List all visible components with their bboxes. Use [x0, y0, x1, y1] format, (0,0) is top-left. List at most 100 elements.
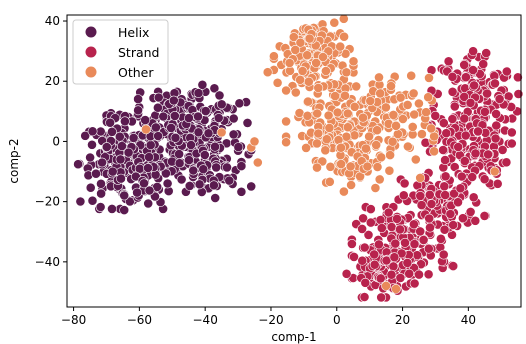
point-helix: [208, 180, 219, 191]
point-other: [349, 130, 360, 141]
point-strand: [457, 213, 468, 224]
point-strand: [390, 238, 401, 249]
point-other: [376, 152, 387, 163]
point-strand: [414, 269, 424, 280]
point-other: [397, 114, 408, 124]
point-helix: [160, 168, 171, 179]
point-other: [338, 13, 349, 24]
point-strand: [395, 224, 405, 235]
y-tick-label: −40: [35, 255, 60, 269]
point-helix: [117, 141, 127, 151]
point-helix: [200, 106, 211, 116]
point-other: [361, 143, 371, 154]
point-helix: [128, 132, 139, 143]
point-other: [336, 142, 346, 153]
point-strand: [481, 48, 492, 58]
point-other: [349, 101, 360, 112]
point-helix: [139, 178, 149, 189]
point-helix: [144, 185, 155, 196]
point-other: [364, 131, 374, 142]
point-helix: [216, 99, 227, 110]
point-other: [386, 81, 396, 91]
y-tick-label: 40: [45, 14, 60, 28]
point-strand: [435, 233, 446, 244]
point-strand: [440, 171, 451, 182]
point-helix: [211, 162, 222, 173]
point-helix: [188, 165, 199, 176]
point-strand: [513, 89, 524, 99]
point-strand: [357, 223, 367, 234]
point-other: [281, 85, 291, 96]
point-helix: [242, 118, 253, 128]
point-other: [362, 161, 373, 172]
point-other: [281, 116, 291, 127]
point-strand: [506, 138, 517, 149]
point-strand: [439, 224, 450, 235]
point-strand: [479, 210, 490, 221]
point-strand: [400, 237, 410, 248]
point-strand: [460, 130, 471, 141]
point-helix: [105, 117, 115, 128]
x-tick-label: 20: [395, 313, 410, 327]
point-other: [346, 180, 356, 190]
point-helix: [107, 203, 117, 214]
point-strand: [438, 145, 448, 155]
point-strand: [459, 60, 470, 70]
point-strand: [490, 78, 500, 89]
point-strand: [373, 239, 384, 250]
point-strand: [398, 190, 409, 201]
point-other: [303, 76, 314, 87]
point-helix: [87, 126, 98, 137]
point-helix: [213, 113, 224, 123]
point-strand: [404, 268, 415, 279]
point-other: [388, 110, 399, 120]
point-other: [370, 183, 381, 193]
point-other: [407, 122, 418, 132]
point-helix: [96, 188, 106, 199]
point-other: [323, 110, 334, 121]
point-helix: [107, 166, 118, 177]
point-strand: [418, 234, 429, 245]
point-other: [387, 136, 398, 147]
point-strand: [399, 178, 410, 189]
point-helix: [224, 175, 235, 186]
y-tick-label: 0: [52, 134, 60, 148]
point-strand: [349, 251, 359, 262]
point-strand: [438, 118, 449, 128]
point-strand: [467, 172, 478, 182]
point-strand: [491, 120, 502, 131]
point-other: [336, 159, 346, 169]
point-other: [358, 112, 368, 123]
point-other: [406, 70, 417, 81]
point-strand: [408, 219, 419, 230]
point-helix: [87, 195, 98, 206]
point-other: [351, 81, 362, 92]
point-helix: [120, 116, 130, 127]
point-strand: [395, 272, 406, 283]
point-other: [252, 157, 263, 168]
point-helix: [194, 179, 205, 190]
point-strand: [445, 209, 456, 219]
point-other: [424, 73, 434, 83]
point-strand: [439, 181, 450, 192]
point-other: [290, 87, 301, 98]
point-helix: [174, 158, 185, 169]
x-tick-label: −60: [127, 313, 152, 327]
point-strand: [376, 292, 387, 303]
point-strand: [482, 88, 492, 99]
point-helix: [133, 105, 143, 116]
point-strand: [465, 97, 476, 108]
point-other: [415, 172, 426, 183]
point-helix: [133, 94, 143, 104]
point-other: [413, 98, 424, 109]
point-strand: [386, 269, 397, 280]
point-other: [312, 162, 322, 173]
point-helix: [119, 190, 130, 201]
point-helix: [176, 174, 187, 185]
point-helix: [199, 150, 210, 160]
point-helix: [123, 147, 134, 158]
point-strand: [341, 268, 352, 279]
point-other: [372, 125, 382, 136]
point-other: [301, 142, 311, 153]
